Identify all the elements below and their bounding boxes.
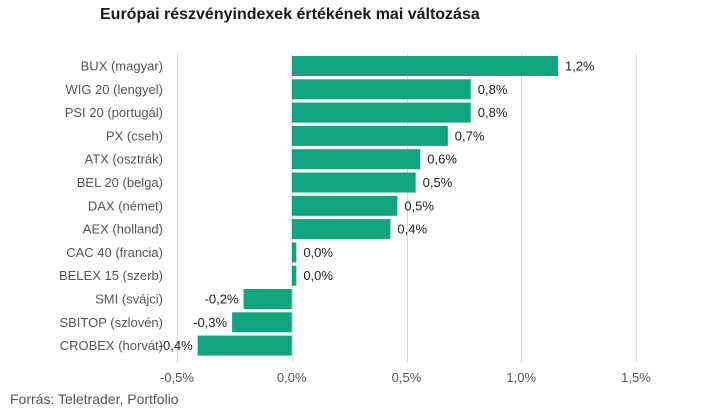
category-label: AEX (holland) [83, 222, 163, 237]
x-tick-label: 1,5% [621, 370, 651, 385]
bar [291, 102, 471, 123]
x-tick-label: 0,5% [392, 370, 422, 385]
bar [232, 312, 292, 333]
value-label: -0,4% [159, 338, 193, 353]
bar [243, 289, 292, 309]
category-label: BUX (magyar) [81, 59, 163, 74]
value-label: 0,5% [404, 198, 434, 213]
bar [291, 265, 297, 286]
chart-title: Európai részvényindexek értékének mai vá… [100, 6, 480, 23]
bar [291, 149, 421, 170]
category-label: CAC 40 (francia) [66, 245, 163, 260]
category-label: WIG 20 (lengyel) [65, 82, 163, 97]
category-label: PX (cseh) [106, 128, 163, 143]
bar [291, 172, 416, 193]
value-label: 0,5% [423, 175, 453, 190]
value-label: -0,2% [205, 292, 239, 307]
value-label: 0,7% [455, 128, 485, 143]
value-label: 0,0% [303, 268, 333, 283]
value-label: 1,2% [565, 59, 595, 74]
bar [291, 79, 471, 100]
value-label: 0,0% [303, 245, 333, 260]
value-label: 0,8% [478, 82, 508, 97]
value-label: 0,8% [478, 105, 508, 120]
x-tick-label: -0,5% [160, 370, 194, 385]
category-label: SMI (svájci) [95, 292, 163, 307]
category-label: ATX (osztrák) [85, 152, 164, 167]
value-label: 0,4% [397, 222, 427, 237]
category-label: DAX (német) [88, 198, 163, 213]
bar [291, 56, 558, 76]
x-tick-label: 0,0% [277, 370, 307, 385]
category-label: PSI 20 (portugál) [65, 105, 163, 120]
bar [291, 125, 448, 146]
bar [291, 242, 297, 263]
source-note: Forrás: Teletrader, Portfolio [10, 391, 179, 407]
bar [291, 195, 398, 216]
category-label: SBITOP (szlovén) [59, 315, 163, 330]
category-label: BELEX 15 (szerb) [59, 268, 163, 283]
x-tick-label: 1,0% [506, 370, 536, 385]
bar [291, 219, 391, 240]
value-label: -0,3% [193, 315, 227, 330]
category-label: BEL 20 (belga) [77, 175, 163, 190]
bar [197, 335, 292, 356]
value-label: 0,6% [427, 152, 457, 167]
category-label: CROBEX (horvát) [60, 338, 163, 353]
